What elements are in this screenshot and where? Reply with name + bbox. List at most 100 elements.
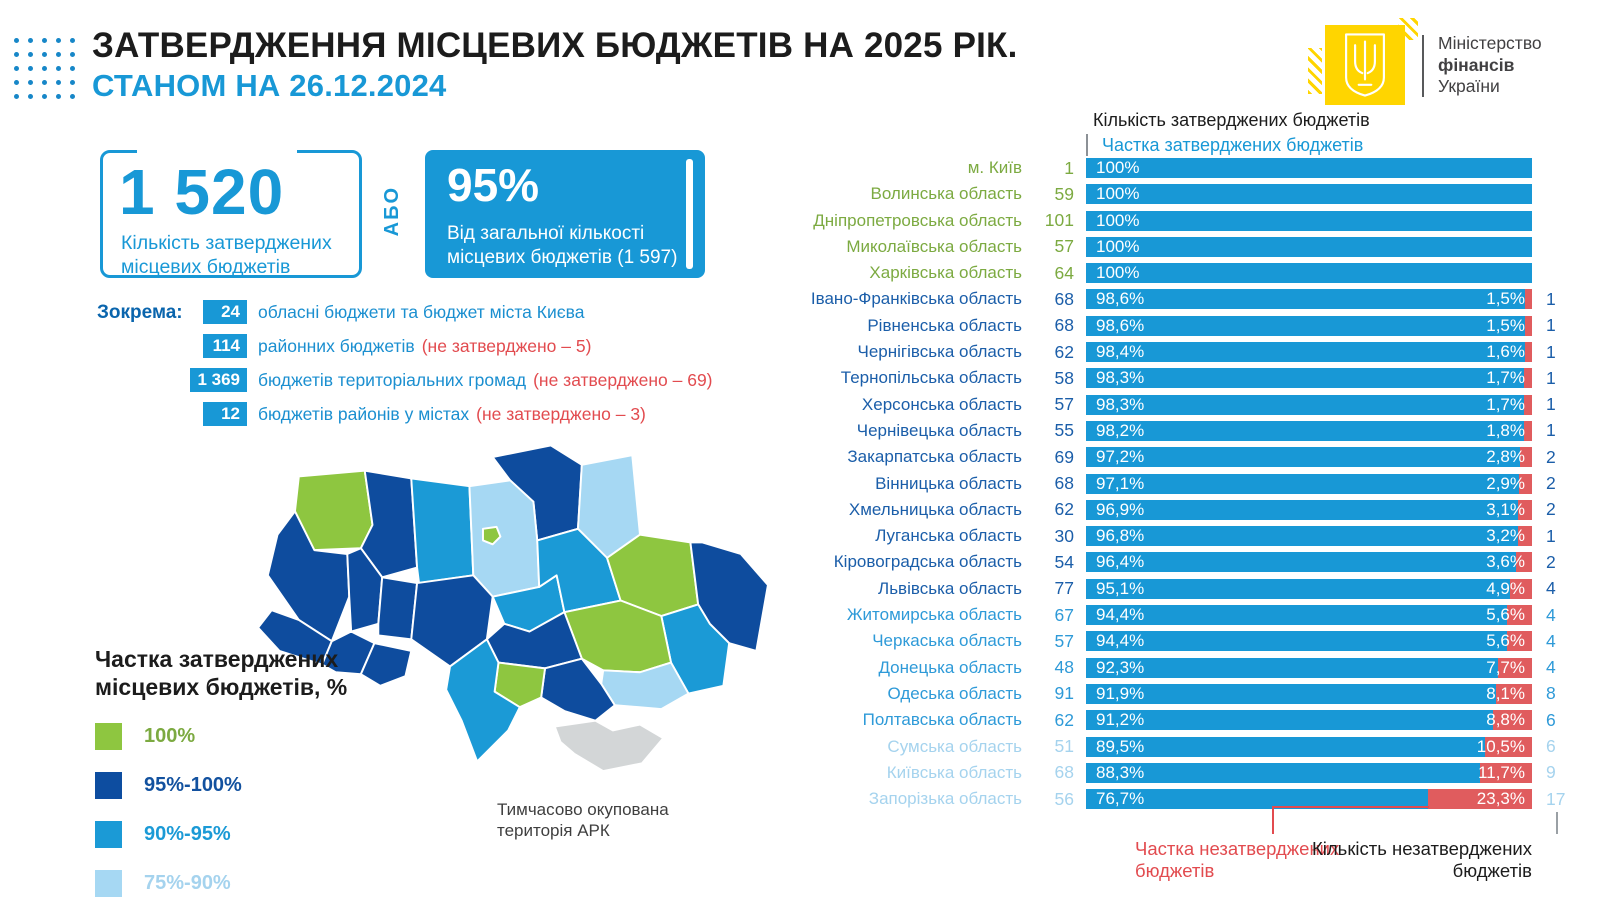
legend-swatch [95, 821, 122, 848]
approved-pct-label: 100% [1096, 210, 1140, 230]
chart-row: Запорізька область 56 76,7% 23,3% 17 [760, 788, 1586, 810]
chart-row: Харківська область 64 100% [760, 262, 1586, 284]
approved-pct-label: 98,6% [1096, 289, 1145, 309]
footnote-unapproved-count: Кількість незатверджених бюджетів [1312, 838, 1532, 881]
unapproved-pct-label: 23,3% [1476, 789, 1525, 809]
approved-count-value: 55 [1054, 420, 1074, 441]
legend-label: 100% [144, 725, 196, 747]
approved-pct-label: 98,2% [1096, 420, 1145, 440]
unapproved-pct-label: 10,5% [1476, 736, 1525, 756]
item-note: (не затверджено – 5) [421, 335, 592, 356]
region-label: Харківська область [869, 263, 1022, 283]
unapproved-count-value: 9 [1546, 762, 1556, 783]
legend-swatch [95, 772, 122, 799]
approved-pct-label: 97,1% [1096, 473, 1145, 493]
approved-bar-segment [1086, 184, 1532, 205]
region-bar: 100% [1086, 210, 1532, 231]
approved-count-value: 69 [1054, 446, 1074, 467]
approved-count-value: 62 [1054, 341, 1074, 362]
unapproved-bar-segment [1517, 526, 1532, 547]
unapproved-count-value: 2 [1546, 446, 1556, 467]
approved-count-value: 64 [1054, 262, 1074, 283]
unapproved-bar-segment [1492, 710, 1532, 731]
legend-swatch [95, 723, 122, 750]
region-bar: 89,5% 10,5% [1086, 736, 1532, 757]
approved-total-label: Кількість затверджених місцевих бюджетів [121, 232, 332, 278]
region-bar: 98,3% 1,7% [1086, 394, 1532, 415]
legend-item: 75%-90% [95, 870, 347, 897]
region-label: Хмельницька область [848, 499, 1022, 519]
trident-icon [1345, 33, 1385, 97]
card-slot-decoration [686, 159, 693, 269]
region-label: Херсонська область [861, 394, 1022, 414]
unapproved-bar-segment [1524, 342, 1532, 363]
approved-bar-segment [1086, 394, 1525, 415]
item-text: обласні бюджети та бюджет міста Києва [258, 301, 585, 322]
map-legend: Частка затверджених місцевих бюджетів, %… [95, 645, 347, 897]
item-text: бюджетів районів у містах [258, 403, 470, 424]
region-label: Вінницька область [875, 473, 1022, 493]
legend-label: 95%-100% [144, 774, 242, 796]
legend-label: 75%-90% [144, 872, 231, 894]
approved-count-value: 68 [1054, 762, 1074, 783]
unapproved-pct-label: 2,8% [1486, 447, 1525, 467]
item-note: (не затверджено – 69) [533, 369, 713, 390]
approved-count-value: 48 [1054, 657, 1074, 678]
region-bar: 97,1% 2,9% [1086, 473, 1532, 494]
crimea-note: Тимчасово окупована територія АРК [497, 800, 669, 840]
region-bar: 88,3% 11,7% [1086, 762, 1532, 783]
footnote-unapproved-share: Частка незатверджених бюджетів [1135, 838, 1340, 881]
approved-count-value: 68 [1054, 473, 1074, 494]
unapproved-count-value: 2 [1546, 499, 1556, 520]
region-label: Черкаська область [872, 631, 1022, 651]
chart-row: Київська область 68 88,3% 11,7% 9 [760, 762, 1586, 783]
ministry-line-1: Міністерство [1438, 33, 1542, 53]
unapproved-count-value: 17 [1546, 788, 1566, 809]
ministry-line-3: України [1438, 76, 1500, 96]
approved-bar-segment [1086, 736, 1486, 757]
approved-pct-label: 98,3% [1096, 368, 1145, 388]
region-bar: 96,9% 3,1% [1086, 499, 1532, 520]
approved-count-value: 57 [1054, 630, 1074, 651]
page-subtitle: СТАНОМ НА 26.12.2024 [92, 68, 447, 103]
unapproved-count-value: 8 [1546, 683, 1556, 704]
legend-swatch [95, 870, 122, 897]
unapproved-count-value: 2 [1546, 473, 1556, 494]
region-label: Запорізька область [868, 789, 1022, 809]
approved-bar-segment [1086, 499, 1519, 520]
logo-hatch-left [1308, 48, 1322, 94]
unapproved-count-value: 1 [1546, 341, 1556, 362]
chart-row: м. Київ 1 100% [760, 158, 1586, 178]
region-bar: 100% [1086, 158, 1532, 178]
region-label: Львівська область [878, 578, 1022, 598]
approved-total-card: 1 520 Кількість затверджених місцевих бю… [100, 148, 362, 278]
approved-pct-label: 98,6% [1096, 315, 1145, 335]
ukraine-map [257, 444, 769, 773]
map-region-chernivtsi [359, 642, 413, 687]
unapproved-pct-label: 1,7% [1486, 394, 1525, 414]
unapproved-bar-segment [1523, 420, 1532, 441]
legend-title: Частка затверджених місцевих бюджетів, % [95, 646, 348, 700]
or-connector: АБО [381, 186, 403, 237]
map-region-kherson [540, 657, 616, 722]
legend-item: 95%-100% [95, 772, 347, 799]
unapproved-share-leader-line [1272, 806, 1429, 834]
chart-row: Хмельницька область 62 96,9% 3,1% 2 [760, 499, 1586, 520]
unapproved-pct-label: 1,7% [1486, 368, 1525, 388]
approved-pct-label: 92,3% [1096, 657, 1145, 677]
dots-pattern [14, 38, 75, 99]
unapproved-pct-label: 1,5% [1486, 289, 1525, 309]
approved-pct-label: 96,4% [1096, 552, 1145, 572]
chart-row: Тернопільська область 58 98,3% 1,7% 1 [760, 368, 1586, 389]
approved-bar-segment [1086, 605, 1508, 626]
approved-pct-label: 100% [1096, 236, 1140, 256]
approved-count-value: 30 [1054, 525, 1074, 546]
approved-pct-label: 100% [1096, 158, 1140, 177]
approved-bar-segment [1086, 420, 1524, 441]
chart-row: Полтавська область 62 91,2% 8,8% 6 [760, 710, 1586, 731]
approved-count-value: 59 [1054, 183, 1074, 204]
approved-pct-label: 94,4% [1096, 605, 1145, 625]
unapproved-count-leader-line [1556, 812, 1558, 834]
region-label: Івано-Франківська область [810, 289, 1022, 309]
approved-pct-label: 98,4% [1096, 342, 1145, 362]
